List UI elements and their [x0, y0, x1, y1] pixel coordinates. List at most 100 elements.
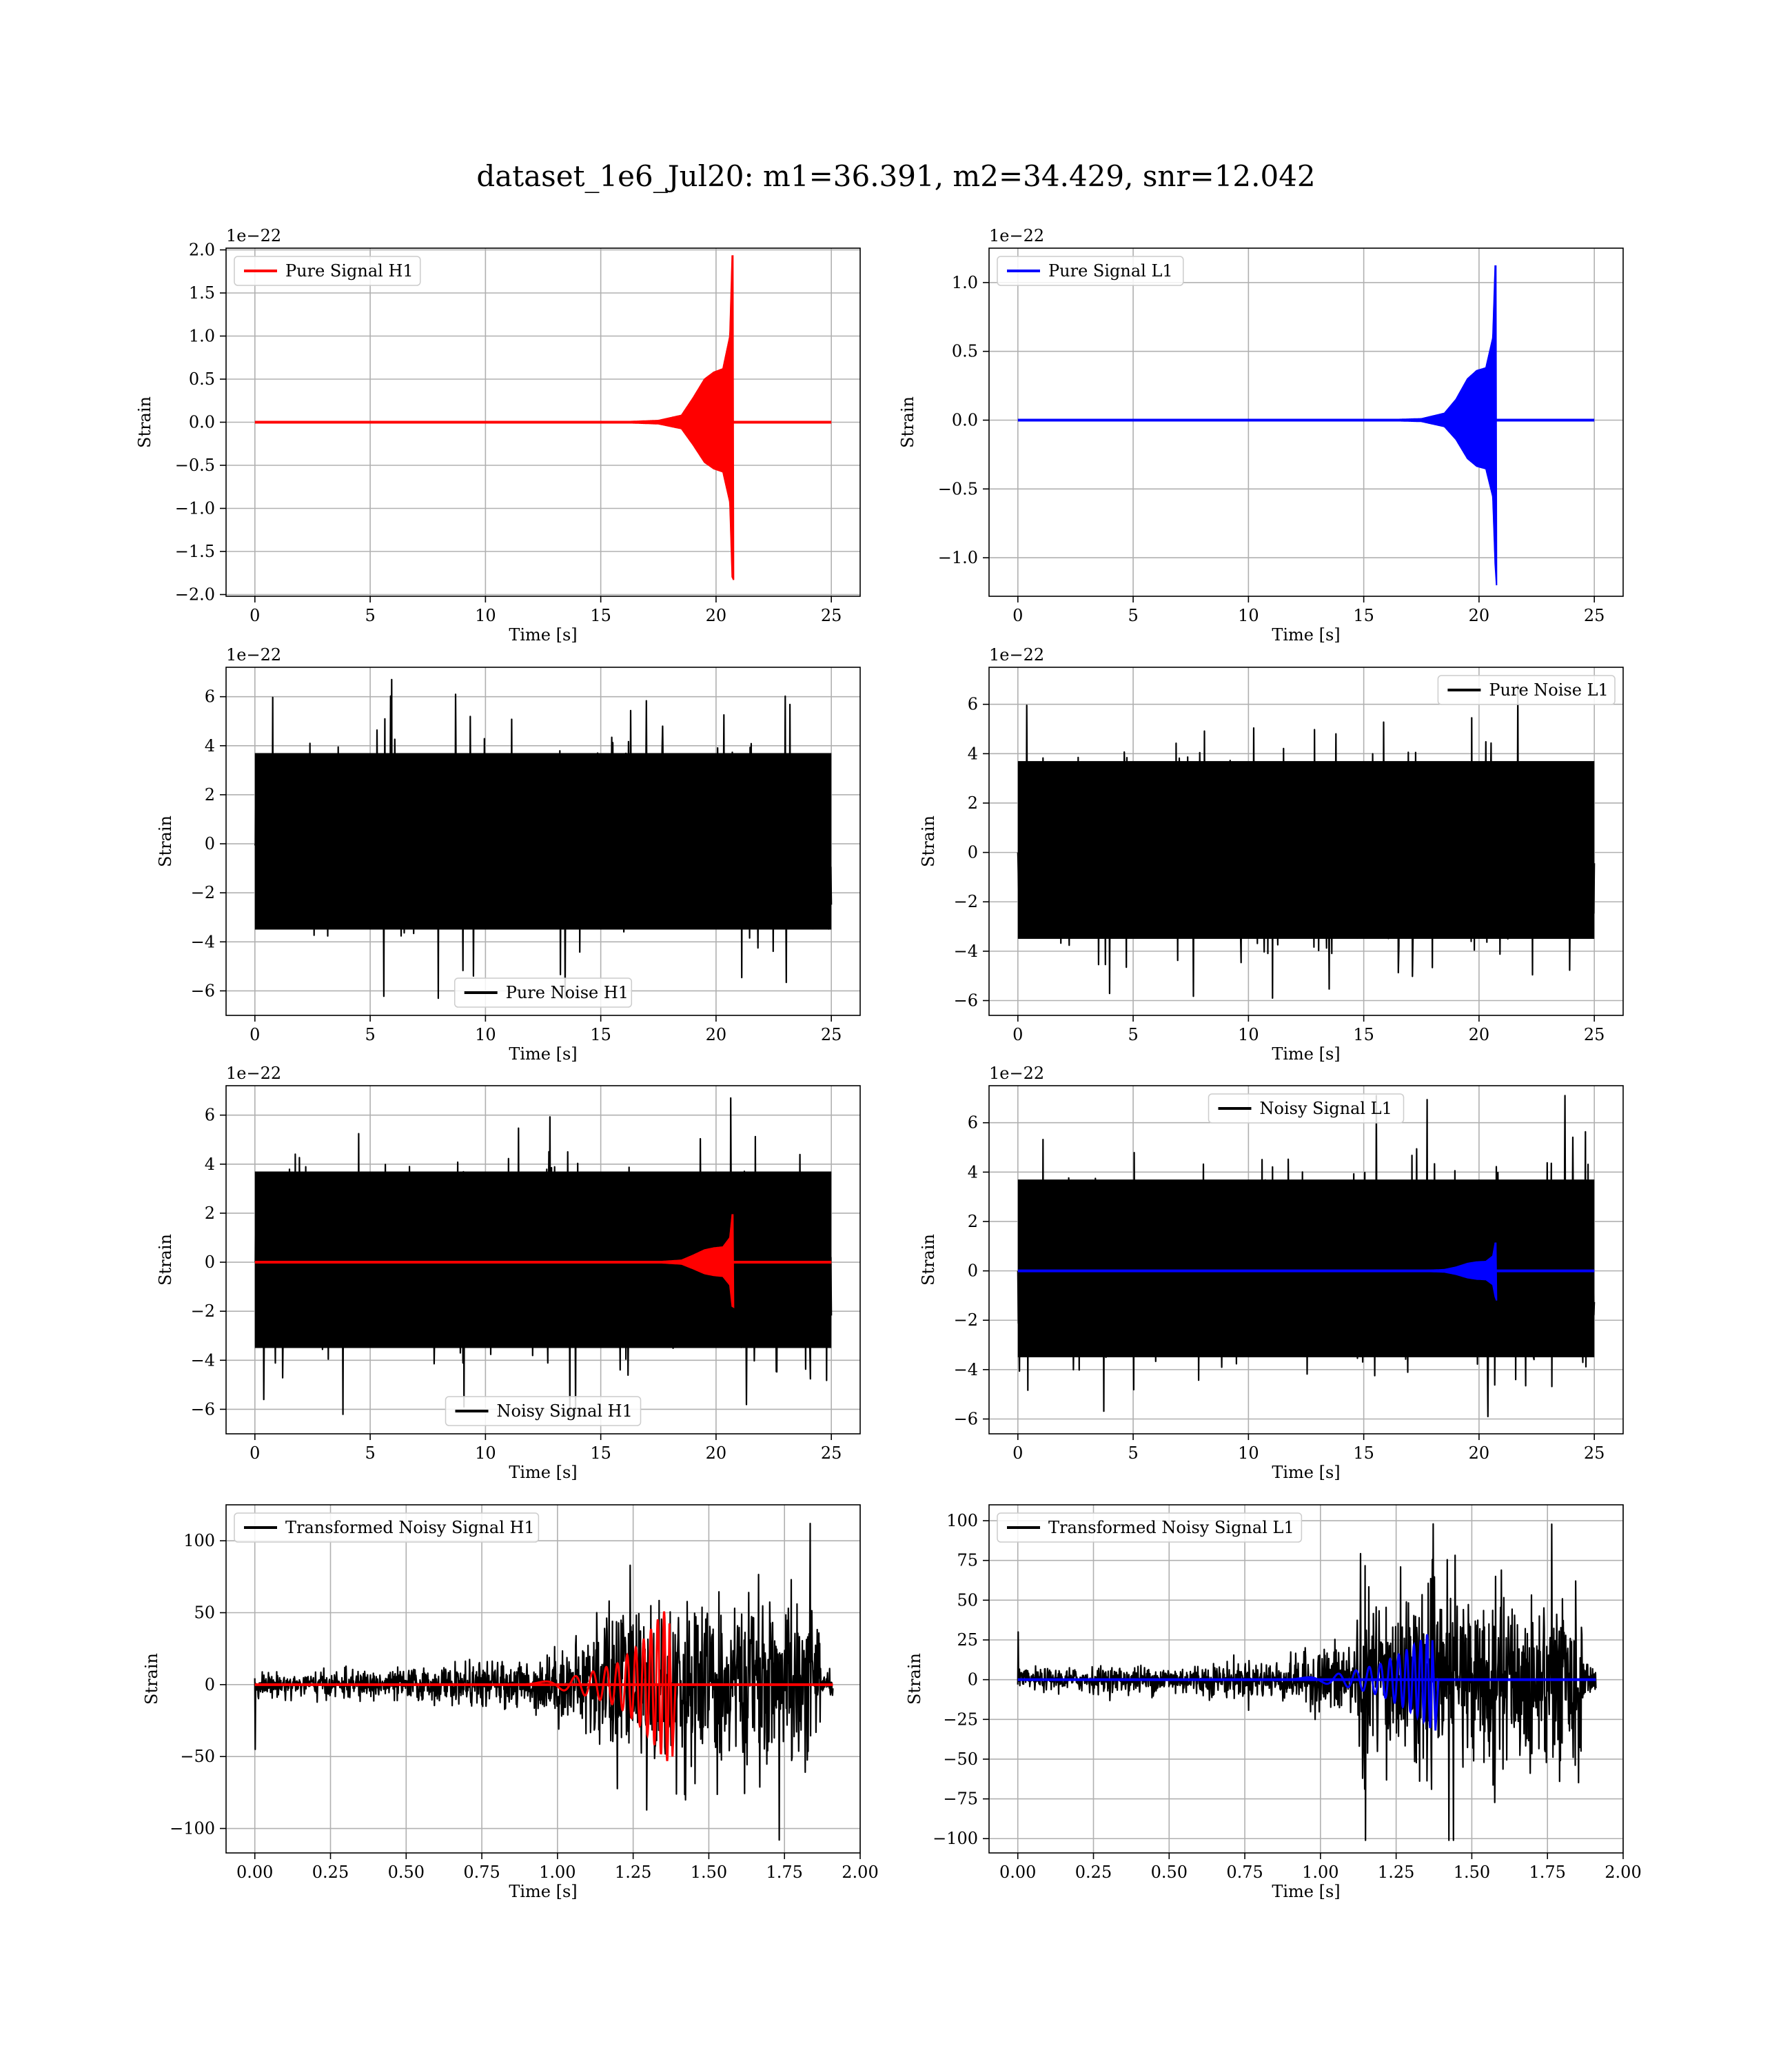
y-tick-label: 4 [968, 1162, 978, 1182]
x-tick-label: 25 [1584, 1443, 1605, 1463]
x-tick-label: 20 [1469, 1025, 1490, 1044]
y-tick-label: 6 [968, 1113, 978, 1133]
x-tick-label: 1.25 [615, 1863, 651, 1882]
x-tick-label: 20 [1469, 606, 1490, 625]
y-tick-label: 1.0 [189, 327, 215, 346]
y-tick-label: 0.5 [189, 369, 215, 389]
x-tick-label: 5 [1128, 606, 1138, 625]
legend-label: Transformed Noisy Signal H1 [285, 1518, 535, 1537]
x-tick-label: 0.75 [1226, 1863, 1263, 1882]
y-tick-label: 2 [968, 793, 978, 813]
series-line [254, 1097, 833, 1418]
x-tick-label: 0.00 [236, 1863, 273, 1882]
y-axis-label: Strain [919, 815, 938, 867]
x-tick-label: 0.25 [1075, 1863, 1112, 1882]
axes-frame [225, 1504, 861, 1854]
x-tick-label: 0.00 [999, 1863, 1036, 1882]
plot-area [254, 255, 832, 580]
x-tick-label: 15 [590, 606, 611, 625]
legend: Pure Noise H1 [454, 977, 633, 1008]
x-tick-label: 0 [250, 1025, 260, 1044]
x-tick-label: 1.50 [1454, 1863, 1490, 1882]
legend-label: Pure Signal H1 [285, 261, 414, 281]
series-line [1017, 1523, 1597, 1841]
y-tick-label: −100 [170, 1819, 215, 1838]
x-tick-label: 5 [365, 1025, 375, 1044]
x-tick-label: 0.50 [1151, 1863, 1188, 1882]
x-tick-label: 10 [475, 606, 496, 625]
legend-label: Transformed Noisy Signal L1 [1048, 1518, 1294, 1537]
grid [989, 248, 1623, 596]
x-tick-label: 2.00 [842, 1863, 878, 1882]
y-tick-label: −1.0 [175, 499, 215, 518]
y-axis-label: Strain [135, 396, 154, 448]
y-tick-label: −2 [191, 1301, 215, 1321]
x-tick-label: 1.50 [691, 1863, 727, 1882]
x-tick-label: 1.00 [539, 1863, 576, 1882]
y-tick-label: 0 [205, 1675, 215, 1694]
x-tick-label: 2.00 [1605, 1863, 1641, 1882]
y-tick-label: −2 [954, 892, 978, 911]
y-tick-label: 4 [968, 744, 978, 763]
x-tick-label: 10 [1238, 1443, 1259, 1463]
legend-box [997, 1512, 1303, 1543]
legend: Pure Noise L1 [1437, 675, 1616, 705]
legend: Noisy Signal L1 [1208, 1093, 1405, 1124]
subplot-1: 0 5 10 15 20 25 −2.0 −1.5 −1.0 −0.5 0.0 0.5 1.0 1.5 2.… [135, 226, 861, 645]
x-tick-label: 10 [475, 1025, 496, 1044]
y-tick-label: −4 [191, 932, 215, 951]
x-axis-label: Time [s] [509, 1044, 577, 1064]
x-tick-label: 10 [1238, 606, 1259, 625]
x-tick-label: 20 [1469, 1443, 1490, 1463]
y-tick-label: 1.0 [952, 273, 978, 292]
offset-text: 1e−22 [989, 226, 1044, 245]
x-tick-label: 20 [706, 1443, 727, 1463]
subplot-3: 0 5 10 15 20 25 −6 −4 −2 0 2 4 6 1e−22 Time [s] Strain P… [156, 645, 861, 1064]
plot-area [254, 678, 833, 1000]
legend-box [1437, 675, 1616, 705]
y-tick-label: 0 [968, 1261, 978, 1281]
y-axis-label: Strain [919, 1234, 938, 1286]
legend-box [445, 1396, 642, 1426]
legend-label: Noisy Signal H1 [497, 1401, 633, 1421]
legend-box [234, 256, 421, 286]
series-line [1017, 684, 1596, 999]
x-tick-label: 10 [475, 1443, 496, 1463]
x-tick-label: 5 [1128, 1443, 1138, 1463]
legend-box [454, 977, 633, 1008]
legend-label: Pure Noise H1 [506, 983, 629, 1002]
y-tick-label: −1.5 [175, 542, 215, 561]
subplot-2: 0 5 10 15 20 25 −1.0 −0.5 0.0 0.5 1.0 1e−22 Time [s]… [898, 226, 1624, 645]
y-tick-label: −75 [943, 1790, 978, 1809]
subplot-7: 0.00 0.25 0.50 0.75 1.00 1.25 1.50 1.75 2.00 −100… [142, 1504, 879, 1901]
x-tick-label: 15 [590, 1443, 611, 1463]
y-tick-label: −2 [954, 1310, 978, 1330]
y-tick-label: −4 [191, 1350, 215, 1370]
series-line [254, 678, 833, 1000]
y-tick-label: 50 [957, 1590, 978, 1610]
x-tick-label: 25 [821, 1443, 842, 1463]
x-axis-label: Time [s] [1272, 1463, 1340, 1482]
legend-label: Noisy Signal L1 [1260, 1099, 1392, 1118]
x-tick-label: 5 [365, 1443, 375, 1463]
legend-box [1208, 1093, 1405, 1124]
y-tick-label: 2 [205, 1204, 215, 1223]
y-tick-label: −50 [943, 1750, 978, 1769]
y-tick-label: −100 [933, 1829, 978, 1848]
y-tick-label: −0.5 [938, 479, 978, 498]
offset-text: 1e−22 [989, 1064, 1044, 1083]
chirp-line [512, 1611, 677, 1761]
y-tick-label: 0.0 [189, 413, 215, 432]
subplot-8: 0.00 0.25 0.50 0.75 1.00 1.25 1.50 1.75 2.00 −100… [905, 1504, 1642, 1901]
series-line [1017, 1095, 1596, 1417]
y-tick-label: 2 [968, 1212, 978, 1231]
plot-area [254, 1523, 834, 1841]
y-tick-label: 75 [957, 1551, 978, 1570]
x-axis-label: Time [s] [1272, 1882, 1340, 1901]
subplot-4: 0 5 10 15 20 25 −6 −4 −2 0 2 4 6 1e−22 Time [s] Strain P… [919, 645, 1624, 1064]
x-axis-label: Time [s] [509, 1463, 577, 1482]
offset-text: 1e−22 [226, 1064, 281, 1083]
y-tick-label: −1.0 [938, 548, 978, 567]
y-tick-label: −2 [191, 883, 215, 902]
